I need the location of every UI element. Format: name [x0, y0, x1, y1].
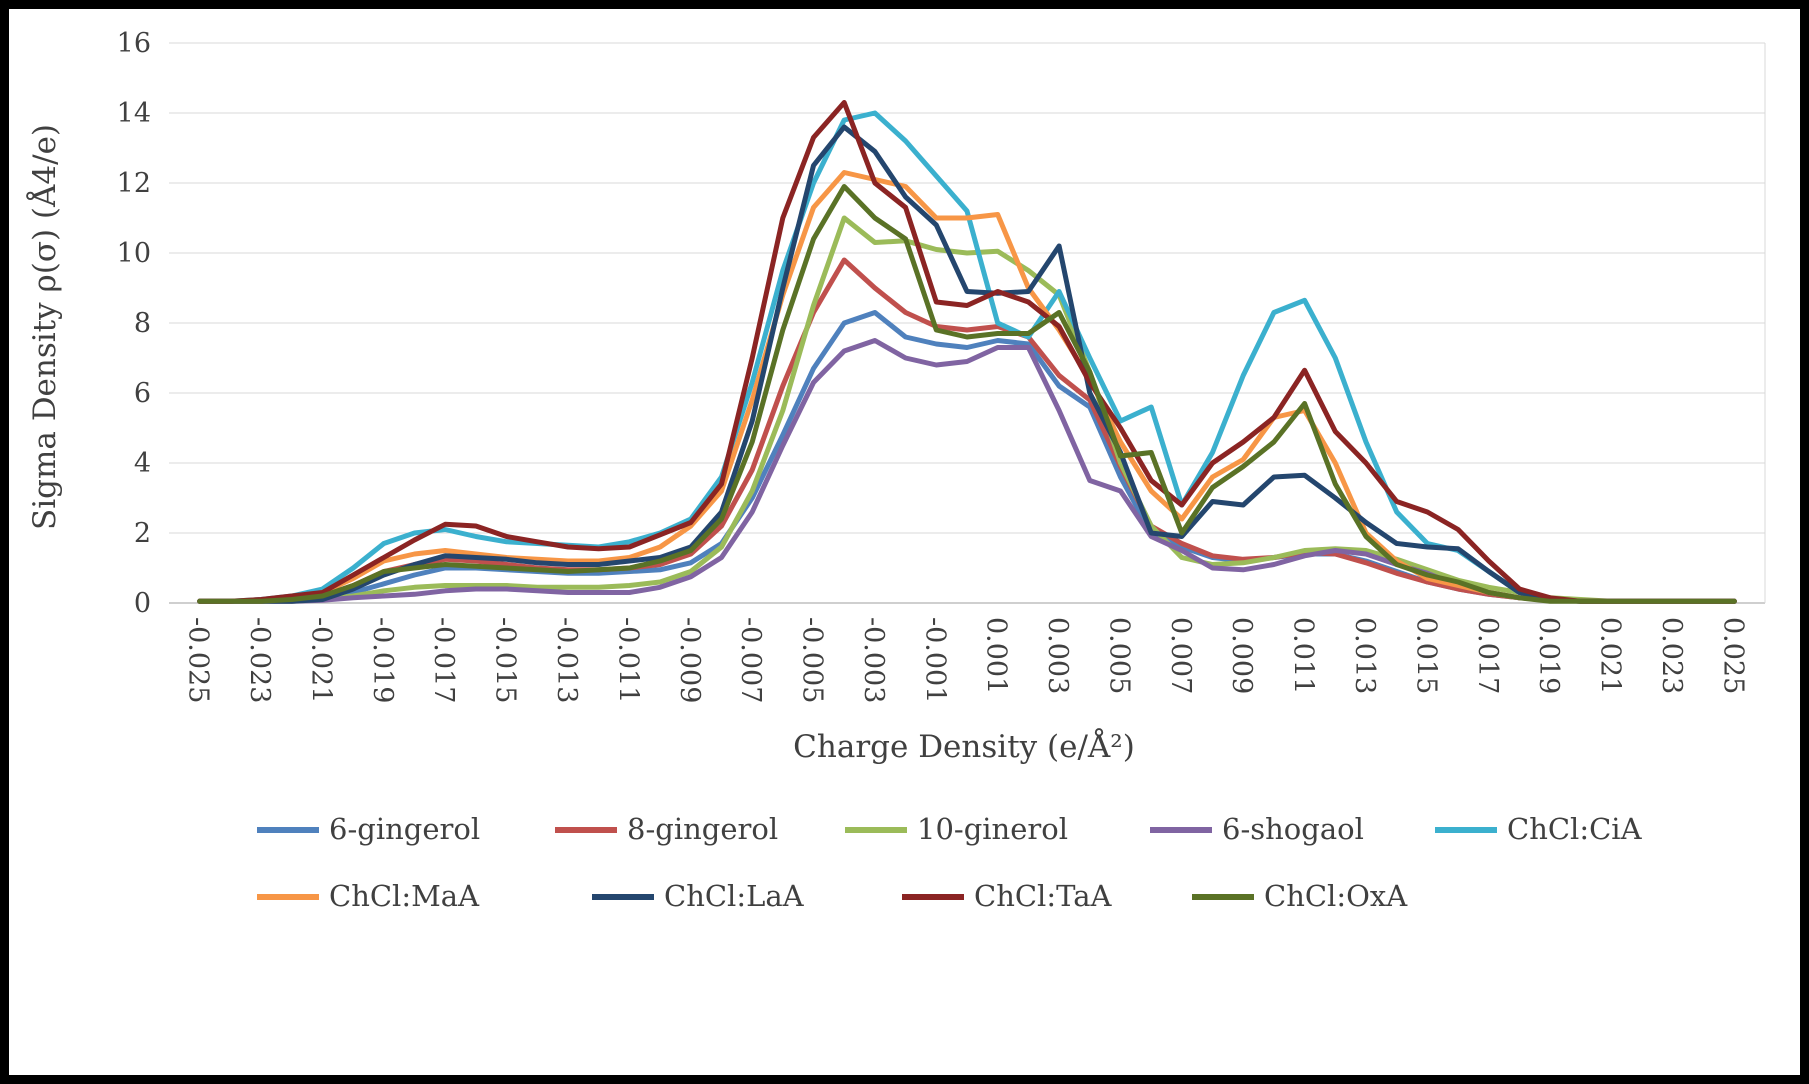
gridlines — [169, 42, 1766, 604]
x-tick-label: 0.023 — [1656, 617, 1687, 694]
y-tick-label: 0 — [134, 588, 151, 619]
x-tick-label: 0.015 — [1410, 617, 1441, 694]
x-tick-label: -0.011 — [612, 617, 643, 703]
y-tick-label: 8 — [134, 308, 151, 339]
x-tick-label: -0.019 — [367, 617, 398, 703]
x-tick-label: 0.005 — [1103, 617, 1134, 694]
series-line-10-ginerol — [197, 215, 1737, 604]
x-tick-label: 0.017 — [1472, 617, 1503, 694]
y-tick-label: 4 — [134, 448, 151, 479]
x-tick-label: -0.005 — [797, 617, 828, 703]
x-tick-label: -0.007 — [735, 617, 766, 703]
x-tick-label: 0.003 — [1042, 617, 1073, 694]
x-tick-label: -0.025 — [183, 617, 214, 703]
x-tick-label: -0.009 — [674, 617, 705, 703]
legend-label-6-shogaol: 6-shogaol — [1222, 812, 1364, 846]
x-tick-label: 0.025 — [1717, 617, 1748, 694]
y-tick-label: 10 — [117, 238, 151, 269]
x-tick-label: -0.023 — [244, 617, 275, 703]
y-tick-label: 12 — [117, 168, 151, 199]
y-tick-label: 16 — [117, 28, 151, 59]
x-tick-label: 0.019 — [1533, 617, 1564, 694]
x-tick-label: 0.009 — [1226, 617, 1257, 694]
x-tick-label: 0.011 — [1288, 617, 1319, 694]
series-lines — [197, 100, 1737, 604]
x-tick-label: -0.015 — [490, 617, 521, 703]
x-tick-label: 0.007 — [1165, 617, 1196, 694]
legend-label-10-ginerol: 10-ginerol — [917, 812, 1068, 846]
series-line-ChCl:OxA — [197, 184, 1737, 604]
x-axis-title: Charge Density (e/Å²) — [793, 727, 1135, 765]
x-tick-label: -0.013 — [551, 617, 582, 703]
series-line-ChCl:TaA — [197, 100, 1737, 604]
x-tick-label: -0.021 — [305, 617, 336, 703]
series-line-ChCl:MaA — [197, 170, 1737, 604]
x-tick-label: -0.003 — [858, 617, 889, 703]
x-tick-label: 0.013 — [1349, 617, 1380, 694]
x-tick-label: 0.021 — [1595, 617, 1626, 694]
legend-label-ChCl:LaA: ChCl:LaA — [664, 879, 805, 913]
chart-legend: 6-gingerol 8-gingerol 10-ginerol 6-shogaol C… — [257, 812, 1643, 913]
x-tick-label: -0.001 — [919, 617, 950, 703]
legend-label-ChCl:CiA: ChCl:CiA — [1507, 812, 1643, 846]
y-tick-label: 2 — [134, 518, 151, 549]
legend-label-8-gingerol: 8-gingerol — [627, 812, 778, 846]
x-tick-label: -0.017 — [428, 617, 459, 703]
y-axis-title: Sigma Density ρ(σ) (Å4/e) — [25, 124, 63, 530]
legend-label-6-gingerol: 6-gingerol — [329, 812, 480, 846]
legend-label-ChCl:MaA: ChCl:MaA — [329, 879, 480, 913]
x-tick-label: 0.001 — [981, 617, 1012, 694]
y-tick-label: 6 — [134, 378, 151, 409]
y-axis-tick-labels: 0 2 4 6 8 10 12 14 16 — [117, 28, 151, 619]
legend-label-ChCl:TaA: ChCl:TaA — [974, 879, 1112, 913]
legend-label-ChCl:OxA: ChCl:OxA — [1264, 879, 1408, 913]
x-axis-tick-labels: -0.025 -0.023 -0.021 -0.019 -0.017 -0.015 -0.0… — [183, 617, 1749, 703]
y-tick-label: 14 — [117, 98, 151, 129]
series-line-ChCl:LaA — [197, 124, 1737, 604]
series-line-ChCl:CiA — [197, 110, 1737, 604]
